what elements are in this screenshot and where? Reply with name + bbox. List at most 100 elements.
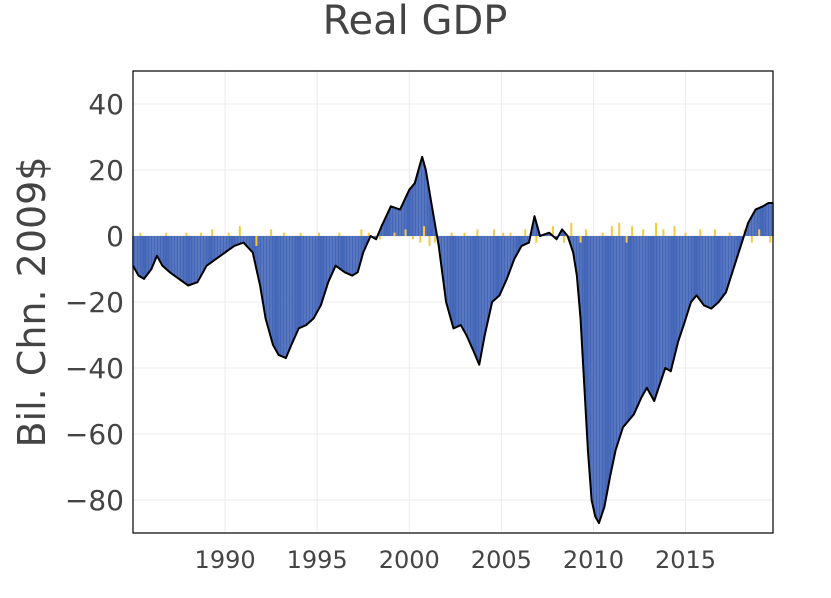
level-bar-89	[269, 236, 271, 333]
level-bar-27	[174, 236, 176, 276]
level-bar-315	[616, 236, 618, 448]
level-bar-375	[708, 236, 710, 307]
change-bar-5	[228, 233, 230, 236]
level-bar-41	[195, 236, 197, 283]
level-bar-298	[590, 236, 592, 484]
level-bar-190	[424, 166, 426, 236]
level-bar-117	[312, 236, 314, 319]
y-tick-label-3: −20	[65, 286, 124, 319]
level-bar-142	[350, 236, 352, 275]
level-bar-317	[619, 236, 621, 438]
x-tick-label-4: 2010	[563, 546, 624, 574]
level-bar-60	[224, 236, 226, 253]
level-bar-107	[296, 236, 298, 332]
level-bar-31	[180, 236, 182, 280]
level-bar-412	[765, 205, 767, 236]
level-bar-187	[419, 165, 421, 237]
level-bar-19	[161, 236, 163, 265]
level-bar-297	[588, 236, 590, 463]
level-bar-360	[685, 236, 687, 319]
level-bar-404	[752, 214, 754, 236]
level-bar-301	[594, 236, 596, 515]
level-bar-185	[416, 176, 418, 237]
level-bar-226	[479, 236, 481, 361]
level-bar-50	[209, 236, 211, 264]
level-bar-369	[699, 236, 701, 299]
level-bar-96	[280, 236, 282, 356]
level-bar-338	[651, 236, 653, 397]
level-bar-114	[307, 236, 309, 323]
level-bar-372	[703, 236, 705, 305]
level-bar-63	[229, 236, 231, 249]
level-bar-58	[221, 236, 223, 255]
level-bar-217	[465, 236, 467, 334]
level-bar-386	[725, 236, 727, 293]
level-bar-5	[140, 236, 142, 277]
level-bar-93	[275, 236, 277, 350]
level-bar-53	[214, 236, 216, 260]
level-bar-326	[633, 236, 635, 415]
level-bar-110	[301, 236, 303, 327]
level-bar-186	[418, 170, 420, 236]
level-bar-78	[252, 236, 254, 253]
level-bar-101	[287, 236, 289, 353]
change-bar-30	[535, 236, 537, 243]
level-bar-247	[511, 236, 513, 265]
level-bar-191	[425, 172, 427, 236]
change-bar-9	[283, 233, 285, 236]
change-bar-23	[451, 233, 453, 236]
level-bar-356	[679, 236, 681, 338]
change-bar-47	[714, 229, 716, 236]
level-bar-377	[711, 236, 713, 308]
level-bar-48	[206, 236, 208, 266]
change-bar-45	[685, 233, 687, 236]
change-bar-10	[300, 233, 302, 236]
level-bar-321	[625, 236, 627, 424]
level-bar-413	[766, 204, 768, 236]
level-bar-184	[415, 181, 417, 236]
level-bar-314	[614, 236, 616, 453]
level-bar-313	[613, 236, 615, 461]
change-bar-2	[185, 233, 187, 236]
level-bar-405	[754, 211, 756, 236]
level-bar-310	[608, 236, 610, 484]
level-bar-57	[220, 236, 222, 256]
change-bar-15	[379, 236, 381, 239]
level-bar-236	[494, 236, 496, 299]
change-bar-39	[626, 236, 628, 243]
level-bar-83	[260, 236, 262, 287]
level-bar-37	[189, 236, 191, 285]
level-bar-380	[715, 236, 717, 304]
x-tick-label-0: 1990	[195, 546, 256, 574]
level-bar-34	[184, 236, 186, 283]
level-bar-139	[346, 236, 348, 273]
level-bar-8	[145, 236, 147, 277]
level-bar-109	[300, 236, 302, 328]
level-bar-214	[461, 236, 463, 326]
level-bar-328	[636, 236, 638, 409]
level-bar-337	[649, 236, 651, 394]
level-bar-351	[671, 236, 673, 368]
change-bar-48	[729, 233, 731, 236]
level-bar-212	[458, 236, 460, 326]
x-tick-label-2: 2000	[379, 546, 440, 574]
level-bar-90	[270, 236, 272, 338]
level-bar-108	[298, 236, 300, 328]
level-bar-47	[204, 236, 206, 268]
level-bar-330	[639, 236, 641, 402]
level-bar-146	[356, 236, 358, 273]
level-bar-39	[192, 236, 194, 284]
level-bar-54	[215, 236, 217, 259]
level-bar-52	[212, 236, 214, 261]
level-bar-176	[402, 203, 404, 236]
level-bar-302	[596, 236, 598, 519]
level-bar-229	[484, 236, 486, 337]
level-bar-67	[235, 236, 237, 245]
level-bar-135	[339, 236, 341, 269]
change-bar-52	[769, 236, 771, 243]
level-bar-16	[157, 236, 159, 257]
level-bar-363	[689, 236, 691, 305]
level-bar-85	[263, 236, 265, 306]
level-bar-373	[705, 236, 707, 306]
